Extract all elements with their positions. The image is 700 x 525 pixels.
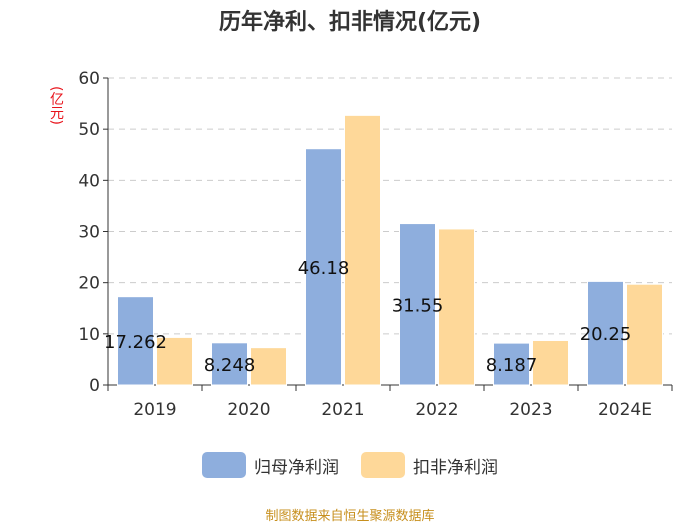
bar-deducted-profit	[344, 114, 381, 386]
x-tick-label: 2022	[415, 400, 458, 420]
legend-swatch-deducted-profit	[361, 452, 405, 478]
y-tick-label: 20	[78, 274, 100, 294]
data-label: 17.262	[104, 332, 167, 353]
bar-deducted-profit	[626, 283, 663, 386]
data-label: 8.248	[204, 355, 256, 376]
x-tick-label: 2021	[321, 400, 364, 420]
data-label: 8.187	[486, 355, 538, 376]
bar-deducted-profit	[156, 336, 193, 386]
bar-deducted-profit	[250, 347, 287, 386]
data-label: 20.25	[580, 324, 632, 345]
y-tick-label: 40	[78, 171, 100, 191]
bar-net-profit	[117, 296, 154, 386]
x-tick-label: 2019	[133, 400, 176, 420]
y-tick-label: 10	[78, 325, 100, 345]
source-note: 制图数据来自恒生聚源数据库	[265, 509, 435, 524]
bar-deducted-profit	[532, 339, 569, 386]
legend-label-deducted-profit: 扣非净利润	[413, 457, 498, 478]
legend-label-net-profit: 归母净利润	[254, 457, 339, 478]
bar-deducted-profit	[438, 228, 475, 386]
y-tick-label: 60	[78, 69, 100, 89]
data-label: 31.55	[392, 295, 444, 316]
y-tick-label: 0	[89, 376, 100, 396]
x-tick-label: 2023	[509, 400, 552, 420]
data-label: 46.18	[298, 258, 350, 279]
bar-net-profit	[305, 148, 342, 386]
y-axis-label: (亿元)	[48, 86, 64, 125]
bar-net-profit	[587, 280, 624, 386]
legend-swatch-net-profit	[202, 452, 246, 478]
bar-net-profit	[493, 342, 530, 386]
legend-item-deducted-profit[interactable]: 扣非净利润	[361, 452, 498, 478]
y-tick-label: 30	[78, 223, 100, 243]
x-tick-label: 2024E	[598, 400, 652, 420]
legend: 归母净利润 扣非净利润	[0, 452, 700, 478]
bar-net-profit	[399, 223, 436, 386]
chart-title: 历年净利、扣非情况(亿元)	[218, 10, 482, 35]
legend-item-net-profit[interactable]: 归母净利润	[202, 452, 339, 478]
y-tick-label: 50	[78, 120, 100, 140]
x-tick-label: 2020	[227, 400, 270, 420]
bar-net-profit	[211, 342, 248, 386]
